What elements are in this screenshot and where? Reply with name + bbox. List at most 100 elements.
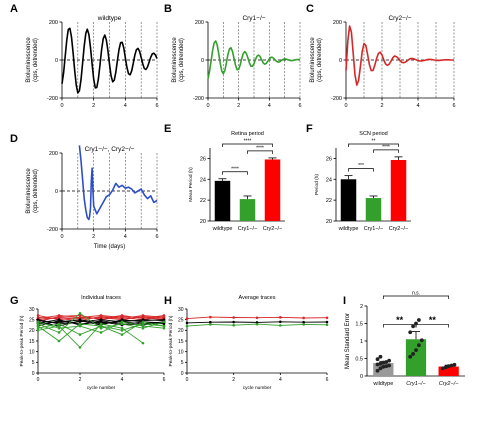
series-point	[78, 316, 82, 319]
series-point	[120, 326, 124, 330]
series-point	[99, 319, 103, 323]
y-tick-label: 20	[326, 219, 332, 225]
y-tick-label: 22	[326, 198, 332, 204]
x-tick-label: 0	[206, 103, 209, 109]
data-point	[452, 362, 457, 367]
series-point	[78, 346, 82, 349]
series-point	[36, 322, 40, 326]
series-point	[162, 320, 166, 324]
y-axis-label: Peak-to-peak Period (h)	[168, 315, 174, 366]
data-point	[416, 343, 421, 348]
series-point	[36, 314, 40, 317]
chart-title: Cry1−/−	[242, 15, 265, 22]
x-axis-label: Time (days)	[94, 244, 125, 250]
bar-1	[365, 198, 382, 221]
series-point	[120, 320, 124, 324]
series-point	[36, 324, 40, 328]
data-point	[411, 352, 416, 356]
data-point	[375, 368, 380, 373]
panel-label-F: F	[306, 123, 313, 135]
series-point	[279, 324, 282, 327]
y-tick-label: 26	[200, 156, 206, 162]
significance-label: **	[372, 139, 376, 145]
y-tick-label: 0	[55, 189, 58, 195]
y-axis-label-line: Bioluminescence	[172, 37, 178, 83]
series-point	[162, 326, 166, 330]
x-tick-label: 4	[124, 103, 127, 109]
y-tick-label: 200	[195, 20, 204, 26]
series-point	[162, 314, 166, 317]
series-point	[120, 314, 124, 317]
series-point	[325, 320, 329, 324]
y-tick-label: 200	[333, 20, 342, 26]
data-point	[416, 318, 421, 322]
series-point	[302, 316, 305, 320]
panel-label-C: C	[306, 3, 314, 15]
x-tick-label: 2	[237, 103, 240, 109]
y-tick-label: 200	[49, 20, 58, 26]
y-axis-label-line: Bioluminescence	[26, 168, 32, 214]
significance-label: ****	[244, 139, 252, 145]
y-axis-label-line: (cps, detrended)	[33, 38, 39, 82]
x-tick-label: 6	[163, 377, 166, 383]
series-point	[141, 326, 145, 330]
significance-label: ***	[358, 163, 364, 169]
y-tick-label: 20	[178, 328, 184, 334]
significance-label: **	[429, 315, 437, 325]
series-point	[57, 326, 61, 330]
significance-label: n.s.	[412, 291, 420, 297]
y-tick-label: 24	[200, 177, 206, 183]
x-tick-label: Cry2−/−	[263, 226, 283, 232]
series-point	[120, 333, 124, 336]
x-tick-label: 6	[326, 377, 329, 383]
bar-0	[340, 179, 357, 221]
series-point	[141, 322, 145, 326]
bar-2	[438, 366, 459, 376]
y-tick-label: 15	[178, 339, 184, 345]
y-tick-label: 15	[29, 339, 35, 345]
data-point	[378, 361, 383, 366]
series-point	[232, 316, 235, 319]
data-point	[440, 366, 445, 371]
x-tick-label: 4	[121, 377, 124, 383]
series-point	[99, 315, 103, 318]
data-point	[408, 354, 413, 359]
data-point	[387, 358, 392, 363]
y-tick-label: 5	[181, 360, 184, 366]
x-tick-label: 2	[79, 377, 82, 383]
series-point	[141, 324, 145, 328]
data-point	[378, 366, 383, 371]
series-point	[99, 326, 103, 330]
x-tick-label: 2	[232, 377, 235, 383]
chart-title: Cry1−/−, Cry2−/−	[85, 146, 135, 153]
series-point	[141, 314, 145, 317]
x-tick-label: Cry2−/−	[389, 226, 409, 232]
y-tick-label: 2	[360, 304, 363, 310]
y-tick-label: -200	[193, 96, 204, 102]
y-tick-label: 10	[178, 349, 184, 355]
x-tick-label: 0	[344, 103, 347, 109]
y-axis-label: Bioluminescence(cps, detrended)	[310, 37, 323, 83]
y-axis-label: Period (h)	[314, 174, 320, 195]
x-tick-label: 4	[279, 377, 282, 383]
y-tick-label: 20	[29, 328, 35, 334]
series-point	[141, 341, 145, 345]
series-point	[36, 320, 40, 324]
y-tick-label: 1	[360, 339, 363, 345]
chart-title: Individual traces	[81, 295, 121, 301]
x-axis-label: cycle number	[87, 385, 116, 391]
data-point	[449, 363, 454, 368]
x-tick-label: Cry1−/−	[406, 381, 426, 387]
panel-label-I: I	[343, 295, 346, 307]
x-tick-label: 6	[452, 103, 455, 109]
significance-bracket	[222, 143, 273, 147]
data-point	[414, 321, 418, 326]
y-tick-label: 200	[49, 151, 58, 157]
y-tick-label: 0.5	[355, 357, 363, 363]
significance-label: ****	[256, 145, 264, 151]
x-tick-label: Cry1−/−	[364, 226, 384, 232]
y-axis-label-line: (cps, detrended)	[317, 38, 323, 82]
chart-title: Retina period	[231, 131, 264, 137]
x-tick-label: 0	[37, 377, 40, 383]
